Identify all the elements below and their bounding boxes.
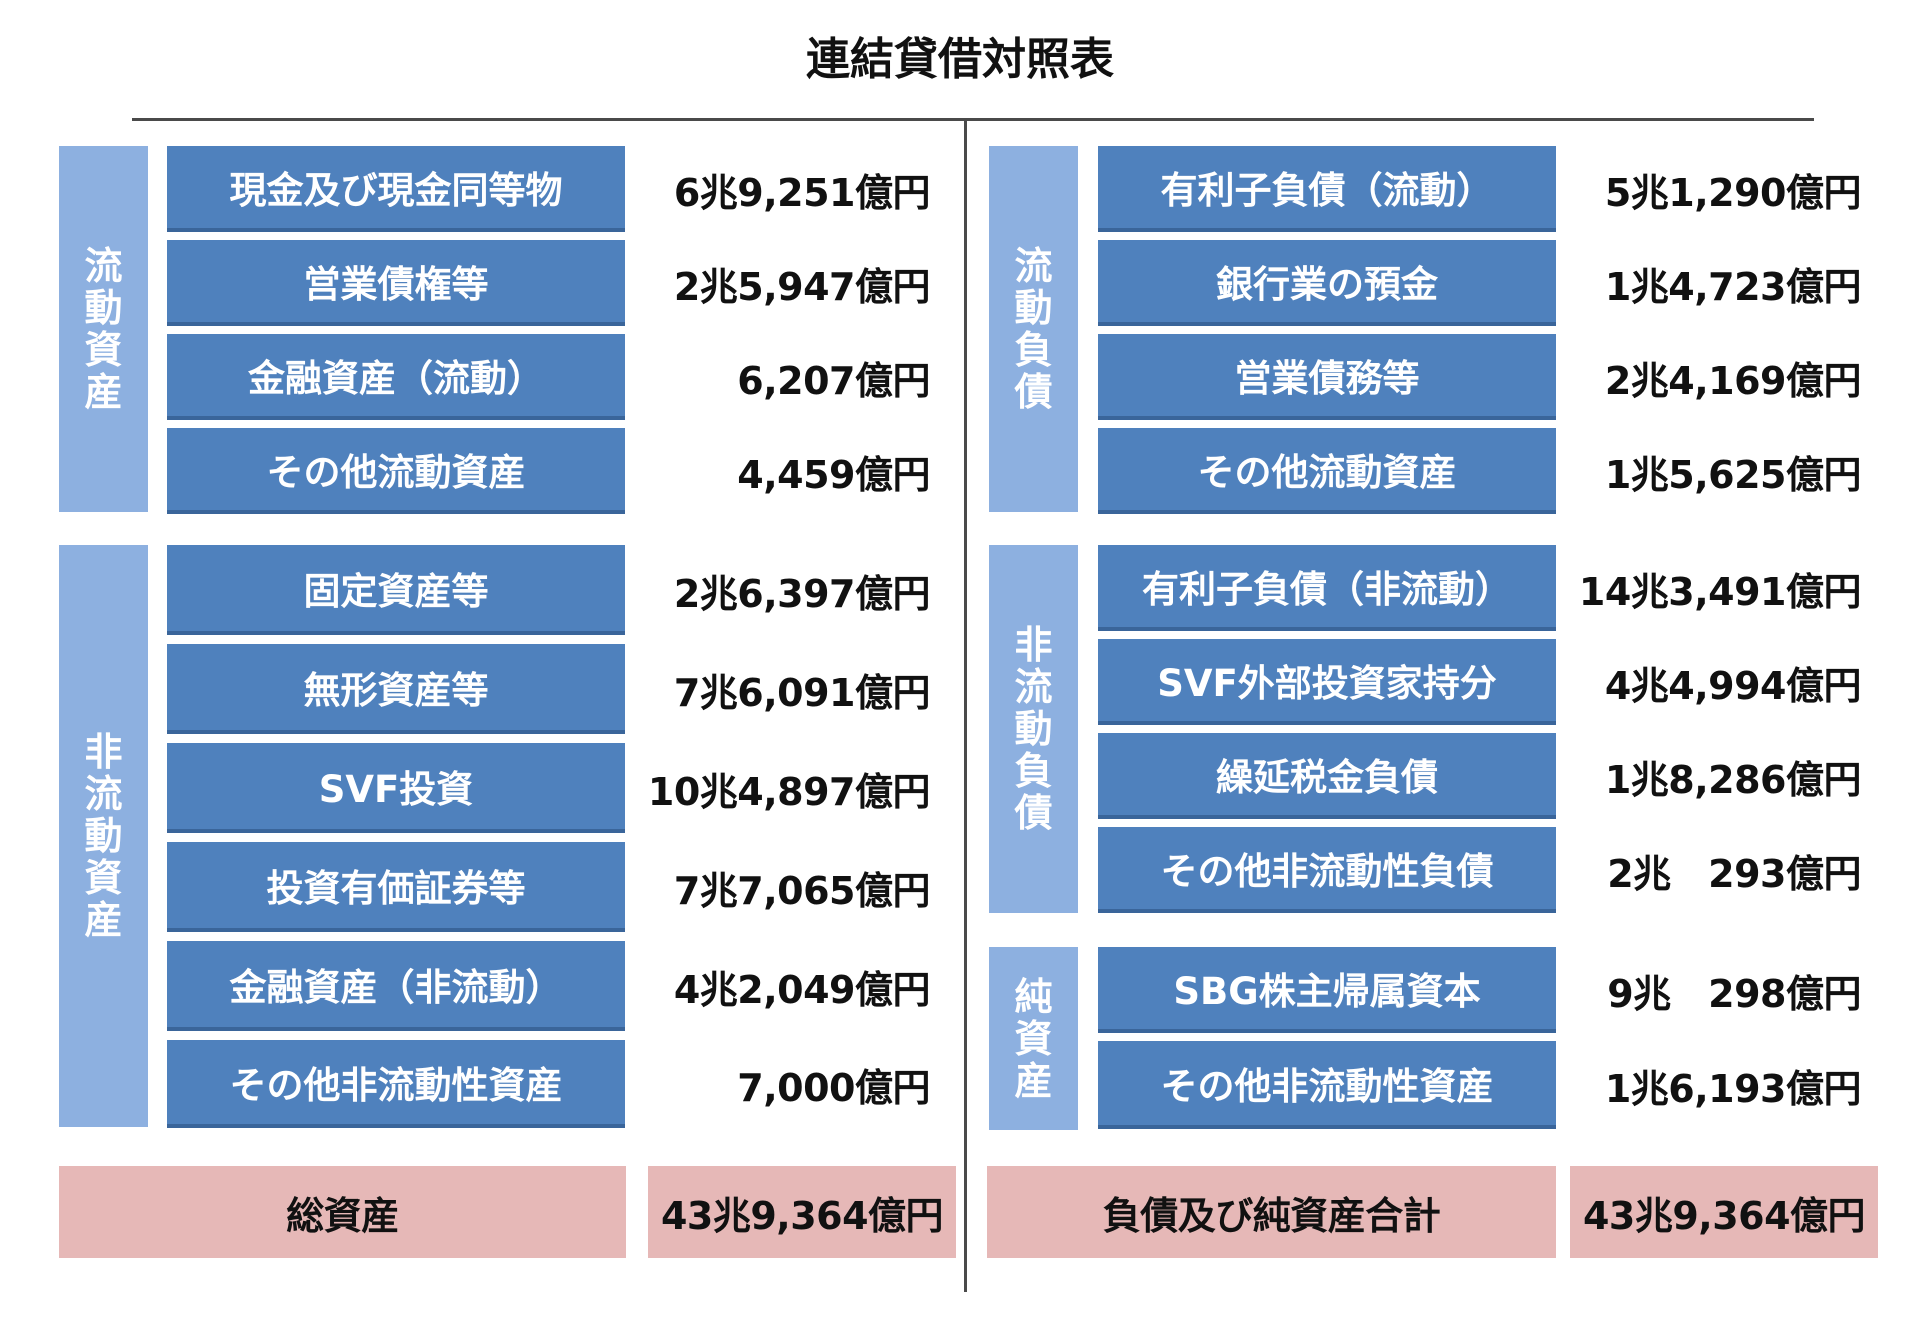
category-char: 債: [1014, 370, 1053, 414]
item-label: その他非流動性資産: [167, 1040, 625, 1128]
item-value: 1兆6,193億円: [1604, 1066, 1862, 1111]
category-char: 純: [1014, 974, 1053, 1019]
item-label: その他流動資産: [1098, 428, 1556, 514]
item-value: 4,459億円: [737, 452, 930, 497]
category-char: 負: [1014, 749, 1053, 793]
item-label: 金融資産（非流動）: [167, 941, 625, 1031]
item-value: 4兆4,994億円: [1604, 663, 1862, 708]
category-char: 流: [84, 244, 123, 288]
item-label: 固定資産等: [167, 545, 625, 635]
category-char: 産: [1014, 1058, 1053, 1103]
item-label: 有利子負債（非流動）: [1098, 545, 1556, 631]
item-value: 7兆6,091億円: [673, 670, 931, 715]
category-current-liabilities: 流 動 負 債: [989, 146, 1078, 512]
total-assets-value: 43兆9,364億円: [648, 1166, 956, 1258]
item-value: 5兆1,290億円: [1604, 170, 1862, 215]
item-label: 無形資産等: [167, 644, 625, 734]
item-value: 9兆 298億円: [1607, 971, 1861, 1016]
category-char: 動: [1014, 707, 1053, 751]
category-char: 資: [1014, 1016, 1053, 1061]
item-value: 6兆9,251億円: [673, 170, 931, 215]
page-title: 連結貸借対照表: [806, 34, 1114, 85]
item-value: 10兆4,897億円: [647, 769, 931, 814]
item-value: 2兆5,947億円: [673, 264, 931, 309]
item-value: 2兆 293億円: [1607, 851, 1861, 896]
category-char: 流: [1014, 244, 1053, 288]
category-char: 産: [84, 370, 123, 414]
category-char: 動: [1014, 286, 1053, 330]
title-divider: [132, 118, 1814, 121]
category-noncurrent-liabilities: 非 流 動 負 債: [989, 545, 1078, 913]
category-char: 資: [84, 328, 123, 372]
category-char: 債: [1014, 791, 1053, 835]
item-label: 銀行業の預金: [1098, 240, 1556, 326]
category-char: 非: [84, 730, 123, 774]
item-value: 14兆3,491億円: [1578, 569, 1862, 614]
item-value: 2兆6,397億円: [673, 571, 931, 616]
item-value: 4兆2,049億円: [673, 967, 931, 1012]
item-label: 投資有価証券等: [167, 842, 625, 932]
item-label: SVF投資: [167, 743, 625, 833]
category-char: 産: [84, 898, 123, 942]
item-label: 営業債務等: [1098, 334, 1556, 420]
item-value: 1兆5,625億円: [1604, 452, 1862, 497]
total-liabilities-value: 43兆9,364億円: [1570, 1166, 1878, 1258]
category-char: 負: [1014, 328, 1053, 372]
category-noncurrent-assets: 非 流 動 資 産: [59, 545, 148, 1127]
category-char: 動: [84, 286, 123, 330]
item-value: 2兆4,169億円: [1604, 358, 1862, 403]
item-label: 営業債権等: [167, 240, 625, 326]
category-char: 非: [1014, 623, 1053, 667]
item-value: 7兆7,065億円: [673, 868, 931, 913]
item-label: SBG株主帰属資本: [1098, 947, 1556, 1033]
item-label: その他流動資産: [167, 428, 625, 514]
category-char: 資: [84, 856, 123, 900]
item-value: 7,000億円: [737, 1065, 930, 1110]
category-char: 流: [1014, 665, 1053, 709]
item-label: 繰延税金負債: [1098, 733, 1556, 819]
category-net-assets: 純 資 産: [989, 947, 1078, 1130]
item-label: 有利子負債（流動）: [1098, 146, 1556, 232]
item-value: 1兆4,723億円: [1604, 264, 1862, 309]
total-liabilities-label: 負債及び純資産合計: [987, 1166, 1556, 1258]
category-char: 動: [84, 814, 123, 858]
item-label: 現金及び現金同等物: [167, 146, 625, 232]
center-divider: [964, 120, 967, 1292]
item-label: その他非流動性資産: [1098, 1041, 1556, 1129]
total-assets-label: 総資産: [59, 1166, 626, 1258]
item-value: 1兆8,286億円: [1604, 757, 1862, 802]
item-label: その他非流動性負債: [1098, 827, 1556, 913]
category-char: 流: [84, 772, 123, 816]
category-current-assets: 流 動 資 産: [59, 146, 148, 512]
item-value: 6,207億円: [737, 358, 930, 403]
item-label: 金融資産（流動）: [167, 334, 625, 420]
item-label: SVF外部投資家持分: [1098, 639, 1556, 725]
